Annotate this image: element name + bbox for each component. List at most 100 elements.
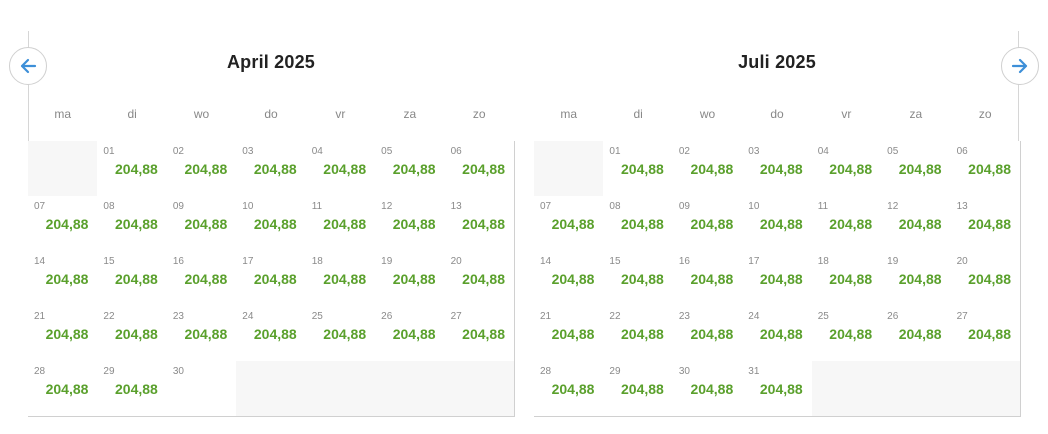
day-cell[interactable]: 14 204,88 bbox=[28, 251, 99, 307]
day-number: 10 bbox=[242, 201, 254, 212]
day-cell[interactable]: 01 204,88 bbox=[603, 141, 674, 197]
day-cell[interactable]: 05 204,88 bbox=[881, 141, 952, 197]
day-price: 204,88 bbox=[621, 326, 664, 342]
day-cell[interactable]: 13 204,88 bbox=[444, 196, 515, 252]
day-price: 204,88 bbox=[115, 216, 158, 232]
day-cell[interactable]: 02 204,88 bbox=[166, 141, 238, 197]
day-cell[interactable]: 16 204,88 bbox=[166, 251, 238, 307]
day-cell[interactable]: 04 204,88 bbox=[305, 141, 377, 197]
day-cell[interactable]: 13 204,88 bbox=[950, 196, 1021, 252]
day-cell[interactable]: 28 204,88 bbox=[534, 361, 605, 417]
day-cell[interactable]: 24 204,88 bbox=[742, 306, 813, 362]
day-number: 27 bbox=[450, 311, 462, 322]
day-cell[interactable]: 27 204,88 bbox=[444, 306, 515, 362]
weekday-label: wo bbox=[193, 107, 210, 121]
day-number: 01 bbox=[103, 146, 115, 157]
empty-day-cell bbox=[950, 361, 1021, 417]
day-price: 204,88 bbox=[45, 326, 89, 342]
day-cell[interactable]: 18 204,88 bbox=[811, 251, 883, 307]
day-number: 23 bbox=[172, 311, 184, 322]
day-cell[interactable]: 17 204,88 bbox=[236, 251, 307, 307]
day-number: 03 bbox=[242, 146, 254, 157]
day-cell[interactable]: 21 204,88 bbox=[28, 306, 99, 362]
day-cell[interactable]: 11 204,88 bbox=[305, 196, 377, 252]
day-number: 13 bbox=[956, 201, 968, 212]
day-cell[interactable]: 03 204,88 bbox=[742, 141, 813, 197]
empty-day-cell bbox=[236, 361, 307, 417]
day-cell[interactable]: 29 204,88 bbox=[603, 361, 674, 417]
day-cell[interactable]: 27 204,88 bbox=[950, 306, 1021, 362]
day-cell[interactable]: 01 204,88 bbox=[97, 141, 168, 197]
day-number: 21 bbox=[34, 311, 46, 322]
arrow-left-icon bbox=[20, 58, 37, 74]
day-number: 14 bbox=[34, 256, 46, 267]
day-cell[interactable]: 20 204,88 bbox=[444, 251, 515, 307]
day-cell[interactable]: 07 204,88 bbox=[534, 196, 605, 252]
day-cell[interactable]: 10 204,88 bbox=[742, 196, 813, 252]
day-price: 204,88 bbox=[392, 271, 436, 287]
day-cell[interactable]: 19 204,88 bbox=[881, 251, 952, 307]
weekday-label: za bbox=[909, 107, 923, 121]
day-cell[interactable]: 03 204,88 bbox=[236, 141, 307, 197]
day-cell[interactable]: 11 204,88 bbox=[811, 196, 883, 252]
weekday-label: di bbox=[633, 107, 643, 121]
day-cell[interactable]: 05 204,88 bbox=[375, 141, 446, 197]
day-cell[interactable]: 29 204,88 bbox=[97, 361, 168, 417]
day-cell[interactable]: 04 204,88 bbox=[811, 141, 883, 197]
day-price: 204,88 bbox=[898, 216, 942, 232]
day-cell[interactable]: 02 204,88 bbox=[672, 141, 744, 197]
day-cell[interactable]: 09 204,88 bbox=[672, 196, 744, 252]
day-price: 204,88 bbox=[690, 216, 734, 232]
day-number: 24 bbox=[748, 311, 760, 322]
day-cell[interactable]: 08 204,88 bbox=[603, 196, 674, 252]
previous-month-button[interactable] bbox=[9, 47, 47, 85]
day-cell[interactable]: 21 204,88 bbox=[534, 306, 605, 362]
day-cell[interactable]: 23 204,88 bbox=[672, 306, 744, 362]
day-cell[interactable]: 14 204,88 bbox=[534, 251, 605, 307]
day-cell[interactable]: 20 204,88 bbox=[950, 251, 1021, 307]
weekday-label: ma bbox=[560, 107, 578, 121]
day-price: 204,88 bbox=[184, 271, 228, 287]
day-number: 16 bbox=[678, 256, 690, 267]
day-cell[interactable]: 22 204,88 bbox=[97, 306, 168, 362]
day-cell[interactable]: 31 204,88 bbox=[742, 361, 813, 417]
day-cell[interactable]: 25 204,88 bbox=[305, 306, 377, 362]
month-title: April 2025 bbox=[226, 52, 316, 72]
day-cell[interactable]: 24 204,88 bbox=[236, 306, 307, 362]
day-cell[interactable]: 25 204,88 bbox=[811, 306, 883, 362]
day-cell[interactable]: 18 204,88 bbox=[305, 251, 377, 307]
day-price: 204,88 bbox=[898, 326, 942, 342]
day-price: 204,88 bbox=[551, 381, 595, 397]
day-number: 07 bbox=[540, 201, 552, 212]
day-cell[interactable]: 10 204,88 bbox=[236, 196, 307, 252]
day-number: 25 bbox=[311, 311, 323, 322]
day-cell[interactable]: 30 204,88 bbox=[672, 361, 744, 417]
day-number: 05 bbox=[381, 146, 393, 157]
day-cell[interactable]: 15 204,88 bbox=[603, 251, 674, 307]
day-cell[interactable]: 26 204,88 bbox=[881, 306, 952, 362]
day-cell[interactable]: 16 204,88 bbox=[672, 251, 744, 307]
day-cell[interactable]: 15 204,88 bbox=[97, 251, 168, 307]
day-price: 204,88 bbox=[253, 326, 297, 342]
next-month-button[interactable] bbox=[1001, 47, 1039, 85]
day-cell[interactable]: 26 204,88 bbox=[375, 306, 446, 362]
day-cell[interactable]: 12 204,88 bbox=[881, 196, 952, 252]
day-cell[interactable]: 06 204,88 bbox=[444, 141, 515, 197]
day-number: 04 bbox=[817, 146, 829, 157]
day-number: 19 bbox=[887, 256, 899, 267]
day-cell[interactable]: 22 204,88 bbox=[603, 306, 674, 362]
day-cell[interactable]: 28 204,88 bbox=[28, 361, 99, 417]
calendar-grid: 01 204,88 02 204,88 03 204,88 04 204,88 05 204,88… bbox=[28, 141, 515, 417]
day-cell[interactable]: 19 204,88 bbox=[375, 251, 446, 307]
day-cell[interactable]: 23 204,88 bbox=[166, 306, 238, 362]
day-number: 22 bbox=[609, 311, 621, 322]
day-cell[interactable]: 07 204,88 bbox=[28, 196, 99, 252]
day-cell[interactable]: 06 204,88 bbox=[950, 141, 1021, 197]
day-cell[interactable]: 08 204,88 bbox=[97, 196, 168, 252]
day-number: 16 bbox=[172, 256, 184, 267]
day-number: 11 bbox=[817, 201, 829, 212]
day-number: 26 bbox=[887, 311, 899, 322]
day-cell[interactable]: 17 204,88 bbox=[742, 251, 813, 307]
day-cell[interactable]: 09 204,88 bbox=[166, 196, 238, 252]
day-cell[interactable]: 12 204,88 bbox=[375, 196, 446, 252]
